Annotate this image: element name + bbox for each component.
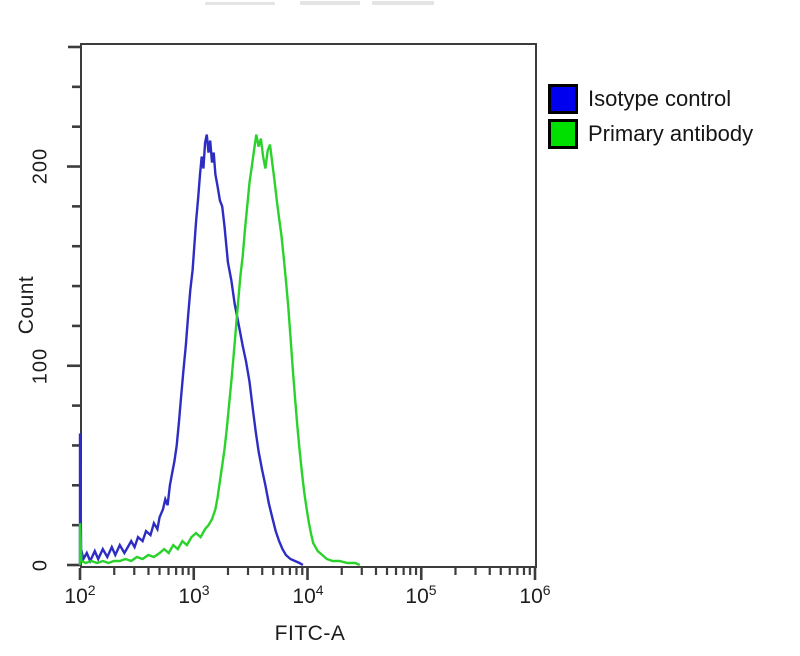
y-tick-label-0: 0 [29,558,52,572]
histogram-curves [78,134,361,567]
legend-item-primary-antibody: Primary antibody [548,119,753,149]
x-tick-label-1e3: 103 [178,582,210,608]
y-tick-label-100: 100 [29,347,52,385]
x-tick-label-1e6: 106 [519,582,551,608]
y-axis-title: Count [15,275,38,335]
primary-antibody-swatch-icon [548,119,578,149]
axis-ticks [67,45,537,580]
isotype-control-swatch-icon [548,84,578,114]
legend-label-isotype-control: Isotype control [588,86,732,111]
legend-label-primary-antibody: Primary antibody [588,121,754,146]
plot-area [80,43,537,568]
legend-item-isotype-control: Isotype control [548,84,753,114]
x-tick-label-1e5: 105 [405,582,437,608]
x-tick-label-1e4: 104 [292,582,324,608]
y-tick-label-200: 200 [29,147,52,185]
x-tick-label-1e2: 102 [64,582,96,608]
legend: Isotype control Primary antibody [548,84,753,149]
x-axis-title: FITC-A [274,622,346,645]
